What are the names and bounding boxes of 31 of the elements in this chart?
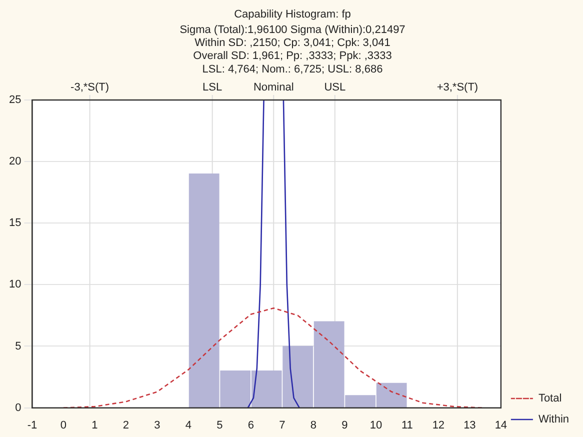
x-tick-label: -1 [27,419,38,432]
legend-label: Within [538,414,569,426]
y-tick-label: 10 [8,278,22,291]
x-tick-label: 6 [248,419,254,432]
x-tick-label: 4 [185,419,192,432]
ref-line-label: +3,*S(T) [436,82,478,94]
x-tick-label: 12 [432,419,445,432]
x-tick-label: 14 [494,419,508,432]
x-tick-label: 9 [342,419,348,432]
x-tick-label: 5 [216,419,223,432]
ref-line-label: USL [324,82,346,94]
x-tick-label: 10 [370,419,382,432]
ref-line-label: -3,*S(T) [70,82,110,94]
y-tick-label: 0 [15,402,22,414]
x-tick-label: 11 [401,419,413,432]
x-tick-label: 7 [279,419,286,432]
x-tick-label: 13 [464,419,476,432]
chart-subtitle: Sigma (Total):1,96100 Sigma (Within):0,21497 Within SD: ,2150; Cp: 3,041; Cpk: 3,041 Overall SD: 1,961; Pp: ,3333; Ppk: ,3333 LSL: 4,764; Nom.: 6,725; USL: 8,686 [180,24,406,76]
x-tick-label: 1 [92,419,98,432]
ref-line-label: LSL [202,82,222,94]
x-tick-label: 0 [60,419,67,432]
x-tick-label: 8 [310,419,317,432]
y-tick-label: 5 [15,340,22,352]
y-tick-label: 25 [8,94,22,106]
chart-title: Capability Histogram: fp [234,8,351,21]
x-tick-label: 2 [122,419,130,432]
y-tick-label: 20 [8,156,22,168]
legend-label: Total [538,392,562,405]
x-tick-label: 3 [154,419,160,432]
ref-line-label: Nominal [253,82,294,94]
y-tick-label: 15 [8,217,22,230]
